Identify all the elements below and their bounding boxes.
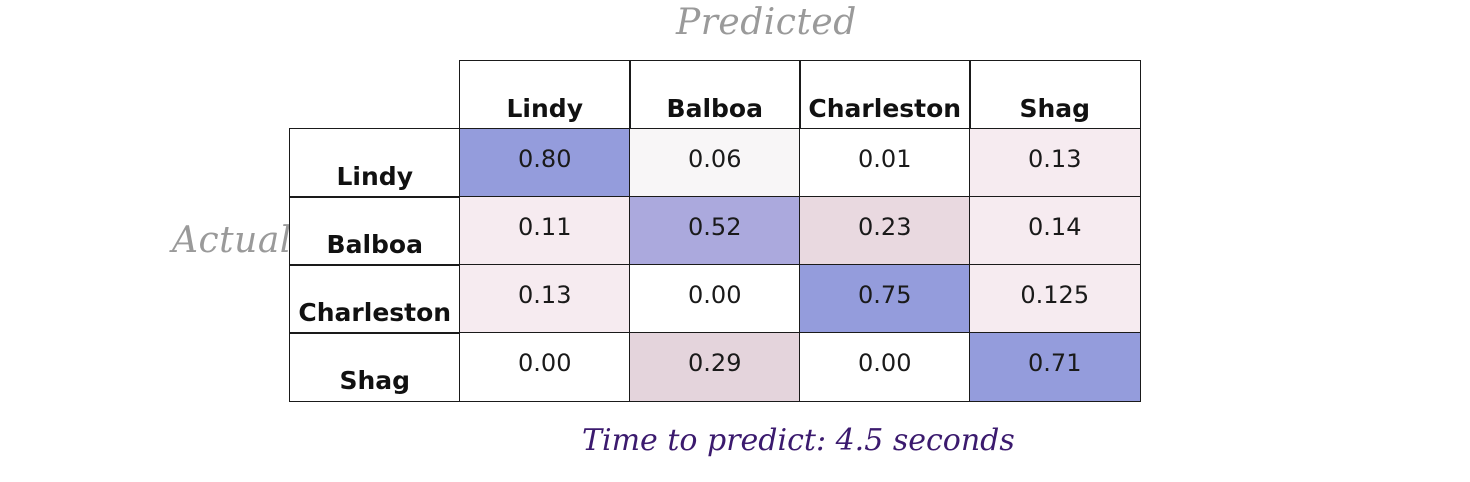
heatmap-cell-charleston-balboa: 0.00 (629, 264, 801, 334)
heatmap-cell-charleston-lindy: 0.13 (459, 264, 631, 334)
row-header-charleston: Charleston (289, 264, 461, 334)
y-axis-title: Actual (172, 220, 292, 261)
column-header-balboa: Balboa (629, 60, 801, 130)
row-header-lindy: Lindy (289, 128, 461, 198)
heatmap-cell-lindy-shag: 0.13 (969, 128, 1141, 198)
row-header-shag: Shag (289, 332, 461, 402)
heatmap-cell-balboa-shag: 0.14 (969, 196, 1141, 266)
heatmap-cell-charleston-charleston: 0.75 (799, 264, 971, 334)
heatmap-cell-balboa-charleston: 0.23 (799, 196, 971, 266)
row-header-balboa: Balboa (289, 196, 461, 266)
heatmap-cell-lindy-balboa: 0.06 (629, 128, 801, 198)
heatmap-cell-shag-charleston: 0.00 (799, 332, 971, 402)
column-header-charleston: Charleston (799, 60, 971, 130)
heatmap-cell-shag-shag: 0.71 (969, 332, 1141, 402)
heatmap-cell-charleston-shag: 0.125 (969, 264, 1141, 334)
heatmap-cell-shag-balboa: 0.29 (629, 332, 801, 402)
column-header-lindy: Lindy (459, 60, 631, 130)
heatmap-cell-balboa-balboa: 0.52 (629, 196, 801, 266)
heatmap-cell-lindy-lindy: 0.80 (459, 128, 631, 198)
heatmap-cell-lindy-charleston: 0.01 (799, 128, 971, 198)
x-axis-title: Predicted (676, 2, 857, 43)
prediction-time-caption: Time to predict: 4.5 seconds (582, 423, 1015, 458)
column-header-shag: Shag (969, 60, 1141, 130)
heatmap-cell-balboa-lindy: 0.11 (459, 196, 631, 266)
heatmap-cell-shag-lindy: 0.00 (459, 332, 631, 402)
